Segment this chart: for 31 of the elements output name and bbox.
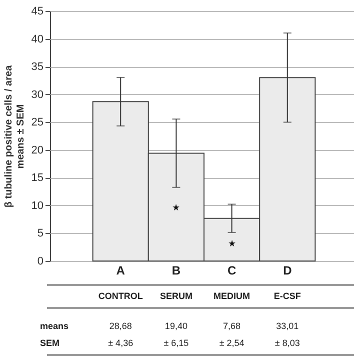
y-tick-label: 0: [37, 256, 44, 268]
text: E-CSF: [274, 291, 302, 301]
y-axis-title: β tubuline positive cells / area means ± SEM: [3, 64, 26, 208]
x-tick-label: B: [172, 264, 181, 278]
y-tick-label: 35: [31, 61, 44, 74]
text: 7,68: [223, 321, 241, 331]
y-tick-label: 5: [37, 228, 44, 240]
y-tick-label: 10: [31, 200, 44, 212]
text: CONTROL: [98, 291, 144, 301]
y-tick-label: 15: [31, 172, 44, 184]
y-tick-label: 30: [31, 88, 44, 101]
text: means: [40, 321, 69, 331]
x-tick-label: D: [283, 264, 292, 278]
y-tick-label: 40: [31, 33, 44, 46]
text: 33,01: [276, 321, 299, 331]
text: ± 2,54: [219, 338, 244, 348]
text: SEM: [40, 338, 60, 348]
text: ± 6,15: [164, 338, 189, 348]
text: ± 8,03: [274, 338, 300, 348]
text: ± 4,36: [108, 338, 134, 348]
text: 28,68: [109, 321, 132, 331]
text: 19,40: [164, 321, 188, 331]
text: MEDIUM: [214, 291, 250, 301]
y-tick-label: 25: [31, 116, 44, 129]
text: SERUM: [160, 291, 192, 301]
y-tick-label: 45: [31, 6, 44, 18]
annotation: ★: [172, 202, 180, 212]
annotation: ★: [228, 238, 236, 248]
y-tick-label: 20: [31, 144, 44, 156]
x-tick-label: A: [116, 264, 126, 278]
x-tick-label: C: [227, 264, 236, 278]
